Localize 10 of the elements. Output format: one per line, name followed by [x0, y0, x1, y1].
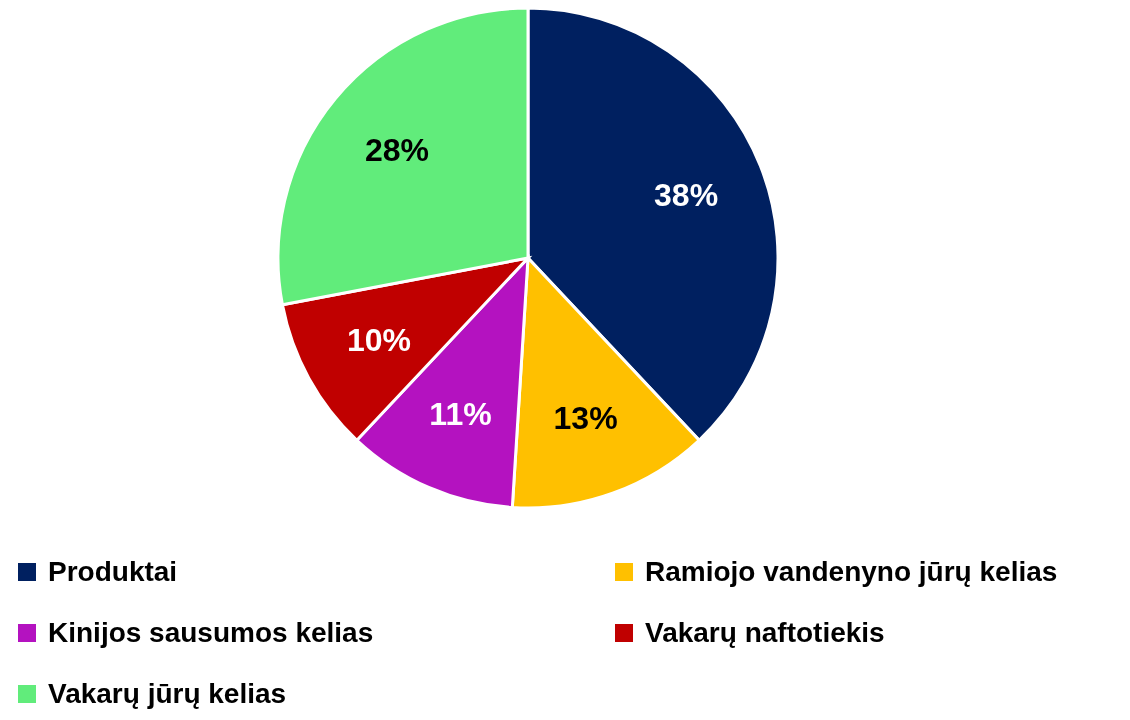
- legend-label: Vakarų jūrų kelias: [48, 677, 287, 710]
- data-label: 10%: [347, 321, 412, 358]
- legend-label: Produktai: [48, 555, 178, 588]
- data-label: 11%: [429, 396, 492, 433]
- legend-label: Kinijos sausumos kelias: [48, 616, 374, 649]
- legend-label: Vakarų naftotiekis: [645, 616, 885, 649]
- legend-label: Ramiojo vandenyno jūrų kelias: [645, 555, 1058, 588]
- data-label: 38%: [654, 177, 719, 214]
- data-label: 13%: [553, 399, 618, 436]
- data-label: 28%: [364, 131, 430, 168]
